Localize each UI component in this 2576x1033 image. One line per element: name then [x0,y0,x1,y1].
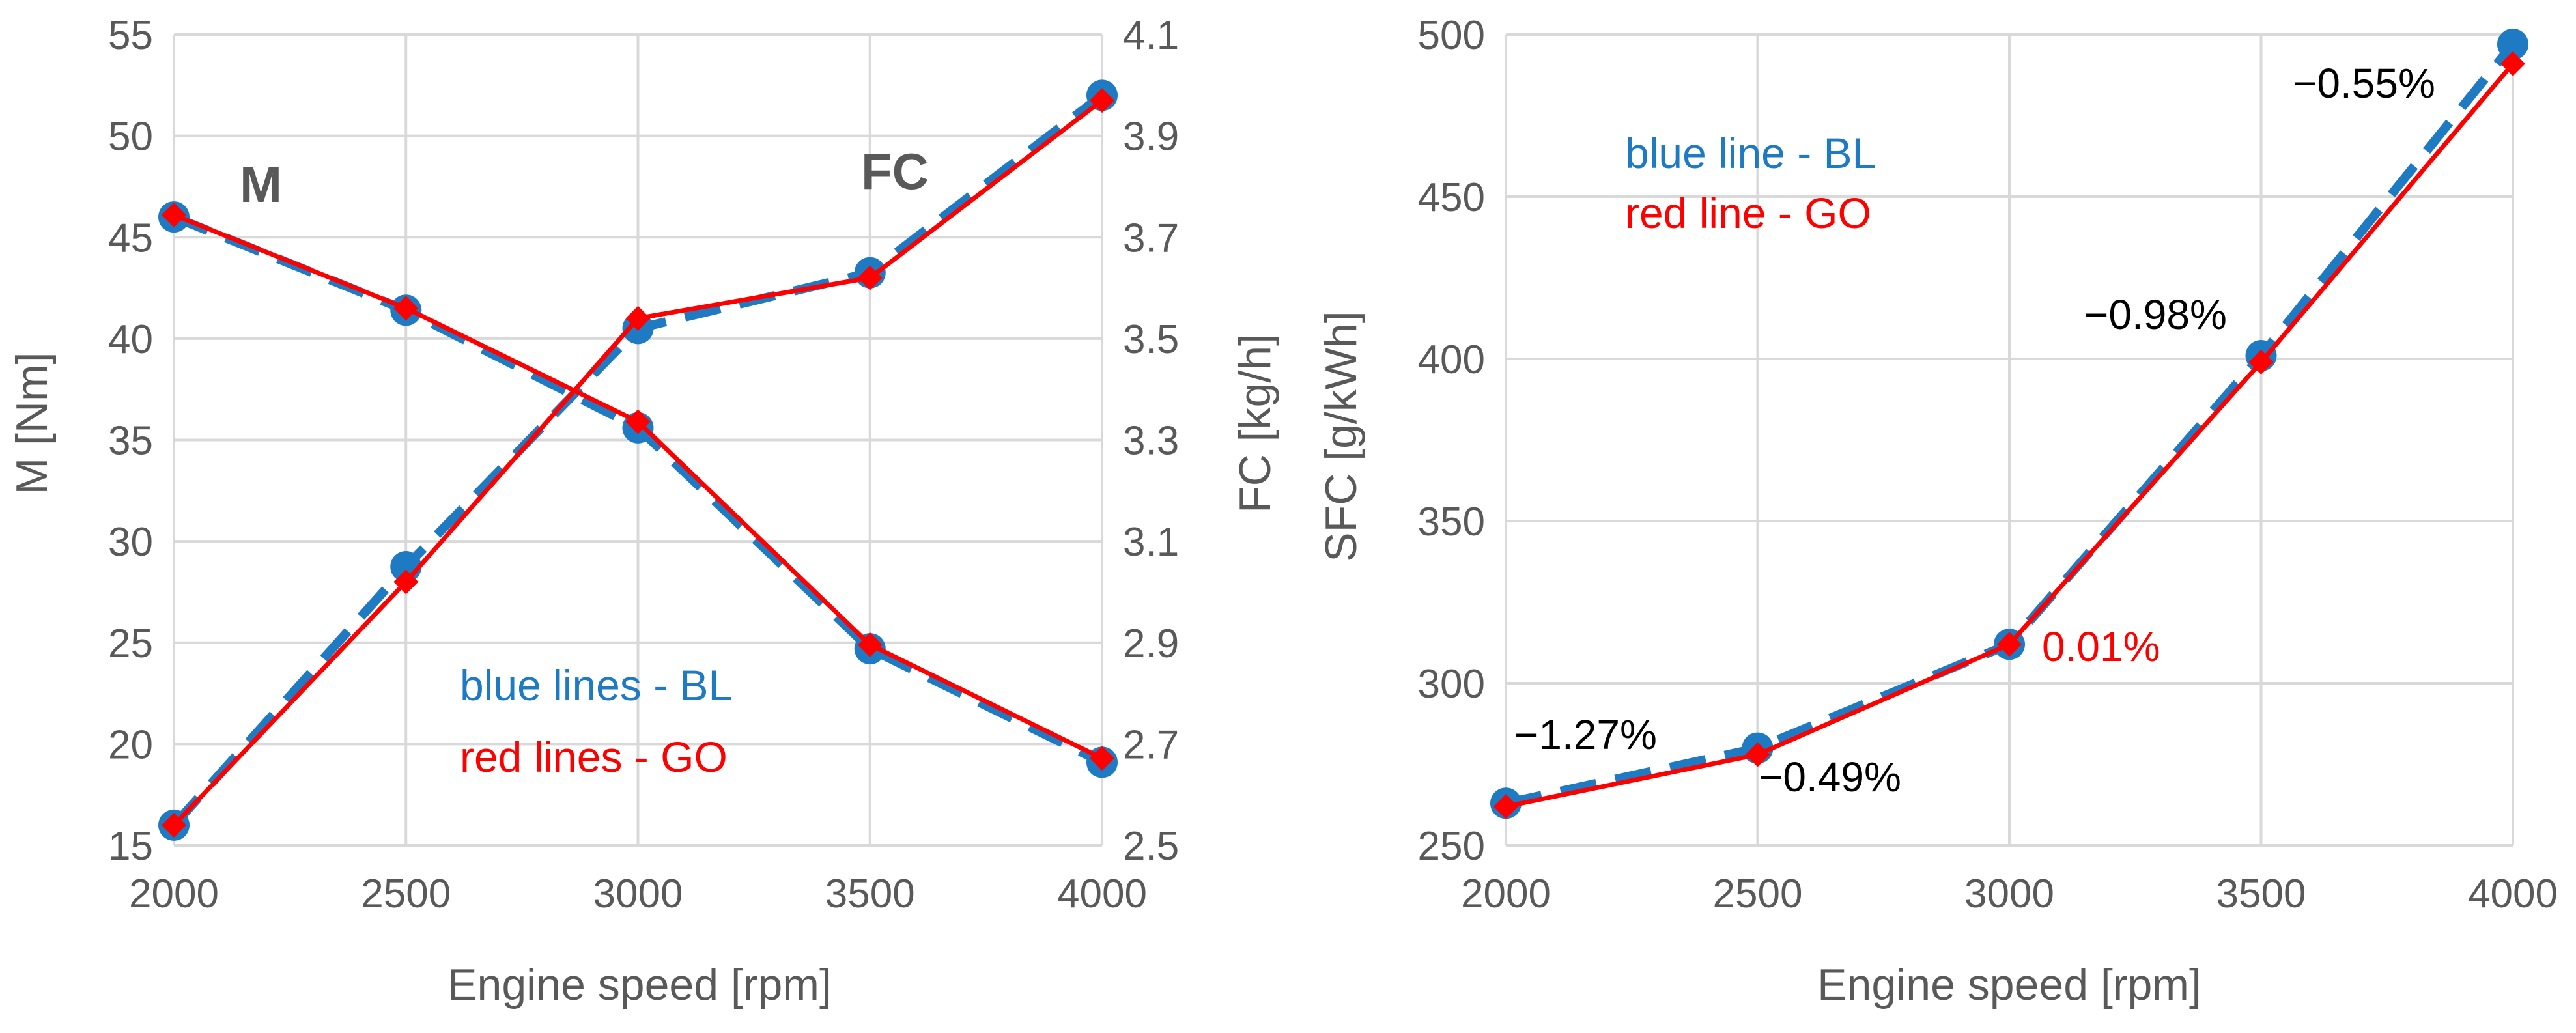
left-y2-tick: 2.9 [1123,621,1179,666]
right-y-tick: 300 [1418,662,1485,707]
point-m-go [1090,746,1114,771]
right-gridlines [1505,33,2514,847]
point-sfc-go [1745,742,1770,767]
point-m-go [393,296,419,321]
percent-annotation: −1.27% [1514,711,1657,758]
right-y-axis-title: SFC [g/kWh] [1316,311,1366,561]
left-y-tick: 35 [108,419,153,464]
right-y-tick: 450 [1418,175,1485,220]
left-y-tick: 50 [108,115,153,160]
right-x-tick: 3500 [2216,871,2306,916]
left-y2-tick: 3.5 [1123,317,1179,362]
left-y-tick: 30 [108,520,153,565]
percent-annotation: −0.98% [2084,291,2227,338]
right-x-axis-title: Engine speed [rpm] [1817,960,2201,1010]
torque-fuel-chart: 15 20 25 30 35 40 45 50 55 2.5 2.7 2.9 3.1 3.3 3.5 3.7 3… [7,13,1280,1010]
left-y-tick: 45 [108,216,153,261]
left-y-tick: 40 [108,317,153,362]
left-y-tick: 15 [108,824,153,869]
left-y2-tick: 3.3 [1123,419,1179,464]
point-fc-go [625,305,651,331]
fuel-curve-label: FC [861,143,929,200]
left-y-axis-title: M [Nm] [7,352,57,494]
percent-annotation: −0.55% [2293,60,2435,107]
point-sfc-go [1493,794,1518,819]
left-y-tick: 25 [108,621,153,666]
left-y-tick: 20 [108,722,153,767]
right-y-tick: 500 [1418,13,1485,58]
left-legend-blue: blue lines - BL [460,661,732,709]
left-y2-axis-title: FC [kg/h] [1230,333,1280,513]
left-y2-tick: 4.1 [1123,13,1179,58]
right-x-tick: 4000 [2468,871,2558,916]
right-x-tick: 3000 [1964,871,2054,916]
point-fc-go [393,569,419,595]
left-y2-tick: 3.1 [1123,520,1179,565]
right-y-tick: 350 [1418,500,1485,545]
left-ticks: 15 20 25 30 35 40 45 50 55 2.5 2.7 2.9 3.1 3.3 3.5 3.7 3… [108,13,1179,916]
left-y2-tick: 2.7 [1123,722,1179,767]
sfc-chart: 250 300 350 400 450 500 2000 2500 3000 3500 4000 E… [1316,13,2558,1010]
point-sfc-go [2248,349,2274,375]
left-x-tick: 3000 [593,871,683,916]
right-legend-red: red line - GO [1625,189,1871,237]
right-percent-annotations: −1.27% −0.49% 0.01% −0.98% −0.55% [1514,60,2435,800]
right-y-tick: 250 [1418,824,1485,869]
right-x-tick: 2500 [1713,871,1803,916]
point-m-go [857,632,883,657]
point-sfc-bl [2497,28,2528,60]
left-y-tick: 55 [108,13,153,58]
torque-curve-label: M [240,156,282,213]
point-fc-go [857,265,883,290]
right-y-tick: 400 [1418,337,1485,382]
left-x-tick: 3500 [825,871,915,916]
point-sfc-go [2500,51,2525,76]
left-y2-tick: 3.7 [1123,216,1179,261]
point-m-go [162,203,186,228]
right-x-tick: 2000 [1461,871,1551,916]
point-sfc-go [1997,632,2022,657]
left-series [158,79,1118,841]
left-y2-tick: 3.9 [1123,115,1179,160]
percent-annotation: −0.49% [1759,754,1901,800]
left-x-axis-title: Engine speed [rpm] [447,960,832,1010]
right-legend-blue: blue line - BL [1625,129,1876,177]
point-fc-go [1090,88,1114,113]
left-y2-tick: 2.5 [1123,824,1179,869]
left-legend-red: red lines - GO [460,733,728,781]
point-fc-go [162,812,186,838]
right-series [1490,28,2528,819]
left-x-tick: 4000 [1057,871,1147,916]
percent-annotation: 0.01% [2042,623,2160,670]
left-x-tick: 2000 [129,871,219,916]
right-ticks: 250 300 350 400 450 500 2000 2500 3000 3500 4000 [1418,13,2558,916]
point-m-go [625,409,651,434]
left-x-tick: 2500 [361,871,451,916]
